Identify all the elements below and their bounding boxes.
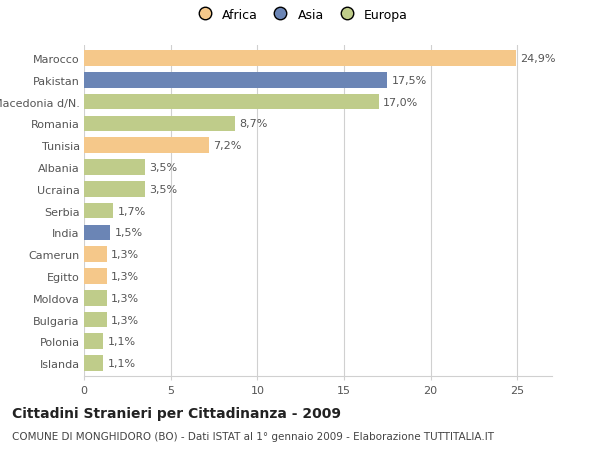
Text: 17,0%: 17,0% — [383, 97, 418, 107]
Bar — [84, 116, 235, 132]
Text: 1,3%: 1,3% — [111, 315, 139, 325]
Bar — [84, 138, 209, 154]
Bar — [84, 95, 379, 110]
Bar — [84, 312, 107, 328]
Legend: Africa, Asia, Europa: Africa, Asia, Europa — [190, 6, 410, 24]
Bar — [84, 334, 103, 349]
Bar — [84, 73, 388, 89]
Text: 3,5%: 3,5% — [149, 162, 177, 173]
Text: Cittadini Stranieri per Cittadinanza - 2009: Cittadini Stranieri per Cittadinanza - 2… — [12, 406, 341, 420]
Text: 1,7%: 1,7% — [118, 206, 146, 216]
Text: 1,1%: 1,1% — [107, 358, 136, 368]
Text: 1,3%: 1,3% — [111, 293, 139, 303]
Bar — [84, 51, 515, 67]
Text: 8,7%: 8,7% — [239, 119, 268, 129]
Text: 7,2%: 7,2% — [213, 141, 242, 151]
Text: 1,3%: 1,3% — [111, 250, 139, 260]
Text: 1,1%: 1,1% — [107, 336, 136, 347]
Bar — [84, 225, 110, 241]
Text: 3,5%: 3,5% — [149, 185, 177, 195]
Text: 1,5%: 1,5% — [115, 228, 142, 238]
Text: 24,9%: 24,9% — [520, 54, 556, 64]
Bar — [84, 182, 145, 197]
Bar — [84, 269, 107, 284]
Bar — [84, 160, 145, 175]
Bar — [84, 356, 103, 371]
Text: 17,5%: 17,5% — [392, 76, 427, 86]
Text: 1,3%: 1,3% — [111, 271, 139, 281]
Bar — [84, 290, 107, 306]
Bar — [84, 203, 113, 219]
Text: COMUNE DI MONGHIDORO (BO) - Dati ISTAT al 1° gennaio 2009 - Elaborazione TUTTITA: COMUNE DI MONGHIDORO (BO) - Dati ISTAT a… — [12, 431, 494, 442]
Bar — [84, 247, 107, 263]
